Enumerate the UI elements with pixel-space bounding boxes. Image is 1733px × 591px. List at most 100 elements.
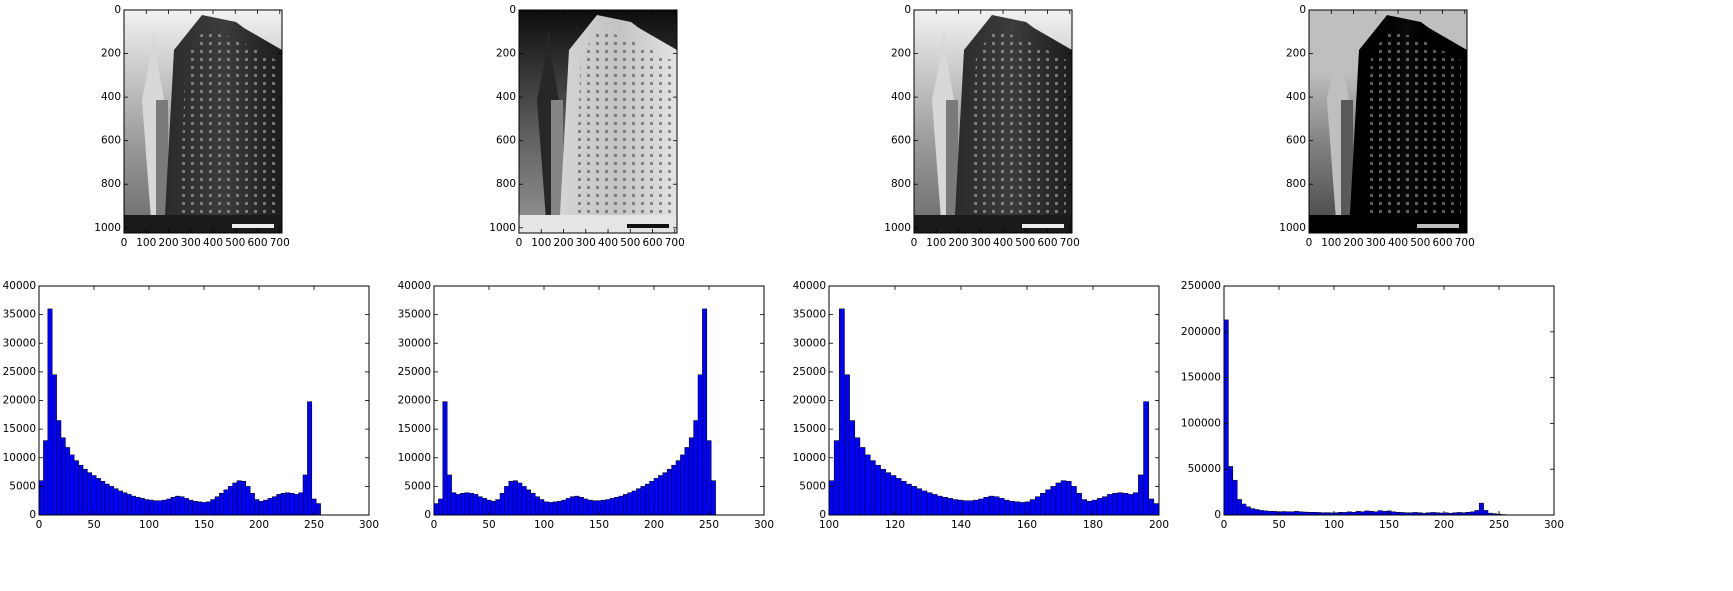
- photo-tower-shade: [946, 100, 958, 233]
- photo-windows: [969, 30, 1066, 223]
- x-tick-label: 100: [136, 237, 156, 249]
- hist-bar: [526, 489, 532, 516]
- hist-bar: [1241, 503, 1247, 516]
- hist-bar: [895, 478, 902, 516]
- y-tick-label: 600: [101, 135, 121, 147]
- hist-bar: [627, 492, 633, 516]
- y-tick-label: 50000: [1188, 463, 1221, 475]
- hist-bar: [864, 454, 871, 516]
- hist-bar: [139, 498, 145, 516]
- x-tick-label: 400: [203, 237, 223, 249]
- hist-bar: [1263, 510, 1269, 516]
- hist-bar: [1483, 510, 1489, 516]
- x-tick-label: 700: [270, 237, 290, 249]
- hist-bar: [684, 447, 690, 516]
- photo-caption: [1022, 224, 1064, 228]
- hist-bar: [1368, 511, 1374, 516]
- hist-bar: [998, 498, 1005, 516]
- x-tick-label: 100: [534, 519, 554, 531]
- x-tick-label: 100: [926, 237, 946, 249]
- y-tick-label: 200: [891, 48, 911, 60]
- hist-bar: [697, 374, 703, 516]
- hist-bar: [122, 492, 128, 516]
- hist-bar: [157, 500, 163, 516]
- x-tick-label: 150: [589, 519, 609, 531]
- x-tick-label: 600: [642, 237, 662, 249]
- hist-bar: [223, 489, 229, 516]
- hist-bar: [183, 498, 189, 516]
- hist-bar: [460, 492, 466, 516]
- photo: [914, 10, 1072, 233]
- hist-bar: [285, 492, 291, 516]
- hist-bar: [210, 499, 216, 516]
- hist-bar: [653, 478, 659, 516]
- hist-bar: [1148, 498, 1155, 516]
- x-tick-label: 300: [359, 519, 379, 531]
- hist-bar: [890, 475, 897, 516]
- hist-bar: [446, 474, 452, 516]
- y-tick-label: 0: [819, 509, 826, 521]
- hist-bar: [477, 496, 483, 516]
- hist-bar: [117, 490, 123, 516]
- hist-bar: [293, 494, 299, 516]
- hist-bar: [517, 482, 523, 516]
- hist-bar: [1117, 492, 1124, 516]
- photo-street: [914, 215, 1072, 233]
- hist-bar: [543, 501, 549, 516]
- hist-bar: [433, 503, 439, 516]
- hist-bar: [583, 498, 589, 516]
- hist-bar: [702, 308, 708, 516]
- y-tick-label: 15000: [398, 423, 431, 435]
- hist-bar: [170, 497, 176, 516]
- y-tick-label: 800: [496, 178, 516, 190]
- hist-bar: [60, 437, 66, 516]
- x-tick-label: 700: [665, 237, 685, 249]
- x-tick-label: 180: [1083, 519, 1103, 531]
- hist-bar: [1096, 498, 1103, 516]
- x-tick-label: 100: [531, 237, 551, 249]
- hist-bar: [622, 494, 628, 516]
- y-tick-label: 150000: [1181, 372, 1221, 384]
- hist-bar: [1102, 496, 1108, 516]
- y-tick-label: 200: [496, 48, 516, 60]
- x-tick-label: 250: [1489, 519, 1509, 531]
- x-tick-label: 400: [598, 237, 618, 249]
- hist-bar: [302, 474, 308, 516]
- y-tick-label: 20000: [398, 395, 431, 407]
- x-tick-label: 600: [1432, 237, 1452, 249]
- hist-bar: [1045, 489, 1051, 516]
- photo-caption: [1417, 224, 1459, 228]
- y-tick-label: 35000: [3, 309, 36, 321]
- hist-bar: [1258, 510, 1264, 516]
- hist-bar: [967, 500, 974, 516]
- hist-bar: [512, 480, 518, 516]
- hist-bar: [1055, 482, 1062, 516]
- hist-bar: [499, 492, 505, 516]
- y-tick-label: 40000: [398, 280, 431, 292]
- hist-bar: [1294, 511, 1300, 516]
- x-tick-label: 300: [971, 237, 991, 249]
- hist-bar: [680, 454, 686, 516]
- hist-bar: [1019, 502, 1026, 516]
- hist-bar: [534, 496, 540, 516]
- hist-bar: [236, 480, 242, 516]
- x-tick-label: 300: [754, 519, 774, 531]
- hist-bar: [192, 501, 198, 516]
- hist-bar: [1065, 480, 1072, 516]
- hist-bar: [179, 496, 185, 516]
- hist-bar: [957, 499, 964, 516]
- x-tick-label: 0: [1306, 237, 1313, 249]
- hist-bar: [214, 496, 220, 516]
- hist-bar: [126, 494, 132, 516]
- hist-bar: [870, 460, 876, 516]
- y-tick-label: 200: [1286, 48, 1306, 60]
- x-tick-label: 100: [819, 519, 839, 531]
- hist-bar: [539, 499, 545, 516]
- hist-bar: [1280, 511, 1286, 516]
- hist-bar: [1060, 480, 1067, 516]
- y-tick-label: 100000: [1181, 417, 1221, 429]
- x-tick-label: 100: [1324, 519, 1344, 531]
- hist-bar: [258, 501, 264, 516]
- hist-bar: [205, 501, 211, 516]
- y-tick-label: 0: [1299, 4, 1306, 16]
